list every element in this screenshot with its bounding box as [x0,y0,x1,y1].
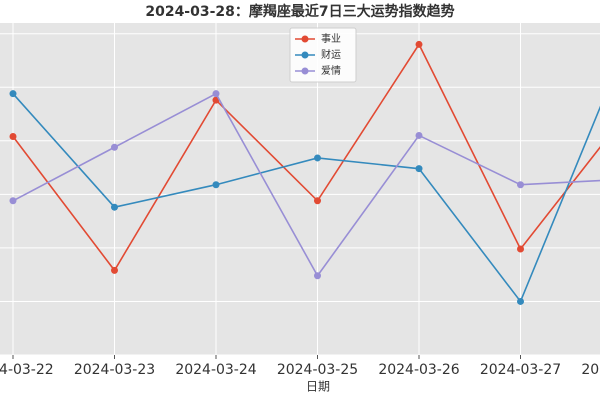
x-tick-label: 2024-03-28 [581,362,600,378]
x-tick-label: 2024-03-24 [175,362,256,378]
x-tick-label: 2024-03-22 [0,362,54,378]
x-axis-label: 日期 [306,380,330,394]
legend-marker [301,35,309,43]
data-point [111,203,118,211]
data-point [517,181,524,189]
grid [0,23,600,355]
data-point [9,197,17,205]
data-point [314,154,321,162]
data-point [314,197,321,205]
data-point [415,40,423,48]
x-tick-label: 2024-03-23 [74,362,155,378]
x-tick-label: 2024-03-26 [378,362,459,378]
data-point [415,131,423,139]
data-point [314,272,321,280]
data-point [212,90,220,98]
data-point [415,165,423,173]
legend-label: 爱情 [321,64,341,77]
data-point [517,245,524,253]
lines [9,40,600,305]
data-point [9,90,17,98]
legend-marker [301,51,309,59]
chart-title: 2024-03-28：摩羯座最近7日三大运势指数趋势 [145,3,454,20]
legend-marker [301,67,309,75]
legend-label: 财运 [321,48,341,61]
data-point [111,266,118,274]
data-point [212,181,220,189]
data-point [111,143,118,151]
x-tick-label: 2024-03-27 [480,362,561,378]
data-point [517,297,524,305]
x-tick-label: 2024-03-25 [277,362,358,378]
legend-label: 事业 [321,32,341,45]
data-point [9,133,17,141]
